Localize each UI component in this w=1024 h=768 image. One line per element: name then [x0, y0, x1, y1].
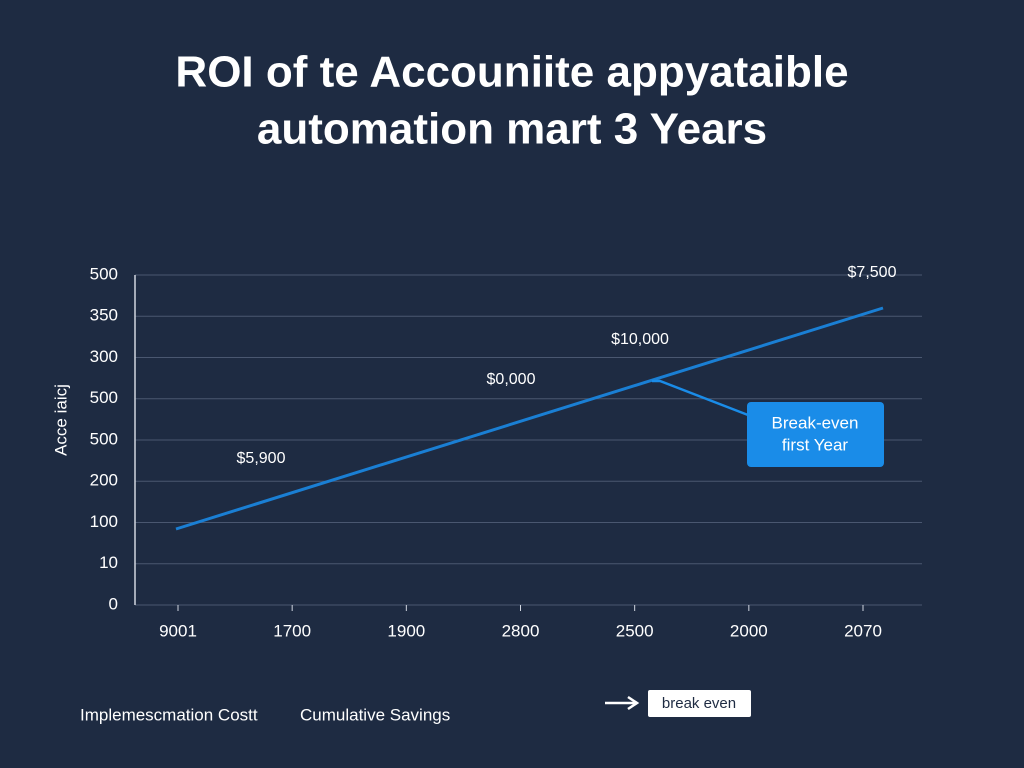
annotation: $10,000 — [611, 331, 669, 348]
x-tick-label: 9001 — [159, 621, 197, 640]
y-tick-label: 300 — [90, 347, 118, 366]
y-tick-label: 350 — [90, 306, 118, 325]
legend-arrow-head — [627, 695, 640, 711]
grid — [135, 274, 922, 606]
annotation: $7,500 — [848, 264, 897, 281]
legend-marker-text: break even — [662, 695, 736, 712]
legend-marker-box — [648, 690, 751, 717]
legend-item: Cumulative Savings — [300, 705, 450, 724]
x-tick-label: 2070 — [844, 621, 882, 640]
y-tick-label: 0 — [109, 594, 118, 613]
annotation: $5,900 — [237, 450, 286, 467]
y-tick-label: 500 — [90, 388, 118, 407]
y-axis-title: Acce iaicj — [51, 384, 70, 456]
y-tick-label: 200 — [90, 471, 118, 490]
y-tick-label: 100 — [90, 512, 118, 531]
x-tick-label: 1900 — [387, 621, 425, 640]
annotation: $0,000 — [487, 371, 536, 388]
x-tick-label: 2000 — [730, 621, 768, 640]
callout-text: Break-even — [772, 413, 859, 432]
trend-line — [175, 306, 884, 531]
x-tick-label: 1700 — [273, 621, 311, 640]
x-tick-label: 2500 — [616, 621, 654, 640]
y-tick-label: 500 — [90, 429, 118, 448]
callout-pointer — [652, 379, 749, 417]
callout-text: first Year — [782, 435, 848, 454]
y-tick-label: 500 — [90, 264, 118, 283]
callout-box — [747, 402, 884, 467]
y-tick-label: 10 — [99, 553, 118, 572]
title-line: ROI of te Accouniite appyataible — [175, 48, 848, 97]
x-tick-label: 2800 — [502, 621, 540, 640]
title-line: automation mart 3 Years — [257, 105, 767, 154]
legend-item: Implemescmation Costt — [80, 705, 258, 724]
